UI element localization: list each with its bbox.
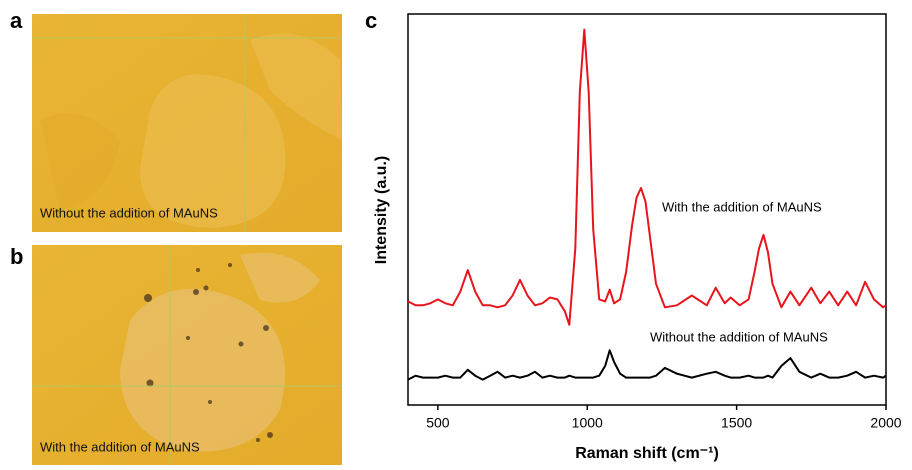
spectrum-line bbox=[407, 28, 887, 326]
x-tick-label: 1500 bbox=[721, 415, 752, 431]
caption: With the addition of MAuNS bbox=[40, 439, 200, 454]
x-tick-label: 1000 bbox=[572, 415, 603, 431]
x-axis-label: Raman shift (cm⁻¹) bbox=[575, 445, 719, 462]
panel-label: b bbox=[10, 244, 23, 269]
panel-label: c bbox=[365, 8, 377, 33]
spectrum-line bbox=[407, 349, 887, 381]
series-label: Without the addition of MAuNS bbox=[650, 329, 828, 344]
series-label: With the addition of MAuNS bbox=[662, 199, 822, 214]
x-tick-label: 500 bbox=[426, 415, 450, 431]
x-tick-label: 2000 bbox=[870, 415, 901, 431]
plot-frame bbox=[407, 13, 887, 406]
y-axis-label: Intensity (a.u.) bbox=[373, 156, 390, 264]
micrograph-a: Without the addition of MAuNS bbox=[32, 14, 342, 232]
micrograph-b: With the addition of MAuNS bbox=[32, 245, 342, 465]
caption: Without the addition of MAuNS bbox=[40, 205, 218, 220]
panel-label: a bbox=[10, 8, 23, 33]
